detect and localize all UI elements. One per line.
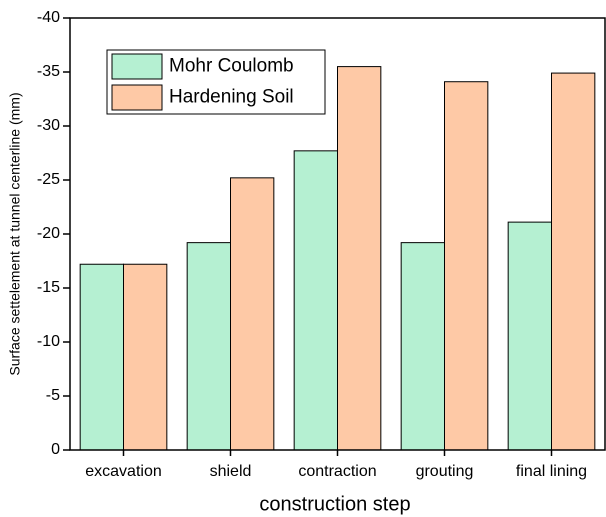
x-tick-label: final lining [516, 463, 587, 480]
x-tick-label: grouting [416, 463, 474, 480]
y-tick-label: -40 [37, 9, 60, 26]
y-tick-label: -25 [37, 171, 60, 188]
legend-swatch [111, 84, 163, 111]
y-tick-label: -15 [37, 279, 60, 296]
x-tick-label: contraction [298, 463, 376, 480]
bar [507, 221, 553, 451]
x-axis-label: construction step [259, 493, 410, 515]
legend-label: Mohr Coulomb [169, 56, 294, 77]
y-axis-label: Surface settelement at tunnel centerline… [7, 92, 23, 375]
legend-label: Hardening Soil [169, 87, 294, 108]
y-tick-label: -10 [37, 333, 60, 350]
bar [551, 72, 596, 451]
bar [230, 177, 275, 451]
legend-swatch [111, 53, 163, 80]
bar [79, 263, 124, 451]
y-tick-label: -20 [37, 225, 60, 242]
x-tick-label: shield [210, 463, 252, 480]
bar [444, 81, 489, 451]
y-tick-label: -30 [37, 117, 60, 134]
y-tick-label: -5 [46, 387, 60, 404]
bar [337, 66, 382, 451]
x-tick-label: excavation [85, 463, 162, 480]
bar [293, 150, 339, 451]
y-tick-label: 0 [51, 441, 60, 458]
bar [400, 242, 446, 451]
bar [186, 242, 231, 451]
bar [123, 263, 168, 451]
plot-frame [69, 17, 606, 451]
y-tick-label: -35 [37, 63, 60, 80]
